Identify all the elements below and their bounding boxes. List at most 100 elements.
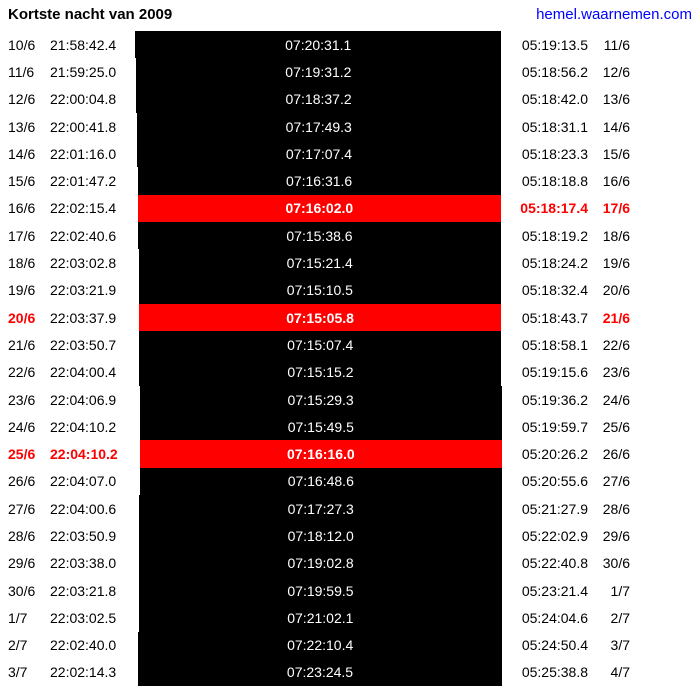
night-bar: 07:18:12.0: [139, 522, 502, 549]
sunrise-time: 05:20:26.2: [502, 440, 588, 467]
night-bar: 07:15:15.2: [139, 359, 501, 386]
sunset-time: 21:58:42.4: [50, 31, 132, 58]
duration-label: 07:15:49.5: [288, 419, 354, 435]
sunrise-time: 05:19:15.6: [502, 359, 588, 386]
sunrise-time: 05:18:17.4: [502, 195, 588, 222]
sunset-time: 22:00:41.8: [50, 113, 132, 140]
date-left: 28/6: [8, 522, 50, 549]
bar-area: 07:16:02.0: [132, 195, 502, 222]
bar-area: 07:16:48.6: [132, 468, 502, 495]
date-left: 14/6: [8, 140, 50, 167]
night-bar: 07:18:37.2: [136, 86, 501, 113]
bar-area: 07:17:49.3: [132, 113, 502, 140]
sunset-time: 22:01:47.2: [50, 167, 132, 194]
date-left: 30/6: [8, 577, 50, 604]
sunset-time: 22:03:21.8: [50, 577, 132, 604]
data-row: 29/622:03:38.007:19:02.805:22:40.830/6: [8, 550, 692, 577]
sunrise-time: 05:18:31.1: [502, 113, 588, 140]
date-left: 10/6: [8, 31, 50, 58]
duration-label: 07:21:02.1: [287, 610, 353, 626]
sunrise-time: 05:18:18.8: [502, 167, 588, 194]
date-left: 22/6: [8, 359, 50, 386]
sunset-time: 22:00:04.8: [50, 86, 132, 113]
bar-area: 07:22:10.4: [132, 632, 502, 659]
date-right: 27/6: [588, 468, 630, 495]
date-left: 24/6: [8, 413, 50, 440]
night-bar: 07:19:02.8: [139, 550, 502, 577]
site-link[interactable]: hemel.waarnemen.com: [536, 6, 692, 23]
date-right: 18/6: [588, 222, 630, 249]
sunrise-time: 05:21:27.9: [502, 495, 588, 522]
data-row: 3/722:02:14.307:23:24.505:25:38.84/7: [8, 659, 692, 686]
sunrise-time: 05:24:50.4: [502, 632, 588, 659]
data-row: 30/622:03:21.807:19:59.505:23:21.41/7: [8, 577, 692, 604]
date-left: 27/6: [8, 495, 50, 522]
sunrise-time: 05:18:56.2: [502, 58, 588, 85]
data-row: 15/622:01:47.207:16:31.605:18:18.816/6: [8, 167, 692, 194]
data-row: 1/722:03:02.507:21:02.105:24:04.62/7: [8, 604, 692, 631]
data-row: 21/622:03:50.707:15:07.405:18:58.122/6: [8, 331, 692, 358]
data-row: 20/622:03:37.907:15:05.805:18:43.721/6: [8, 304, 692, 331]
date-left: 13/6: [8, 113, 50, 140]
date-left: 12/6: [8, 86, 50, 113]
data-row: 27/622:04:00.6 07:17:27.305:21:27.928/6: [8, 495, 692, 522]
date-right: 15/6: [588, 140, 630, 167]
bar-area: 07:19:59.5: [132, 577, 502, 604]
duration-label: 07:15:29.3: [288, 392, 354, 408]
night-bar: 07:16:02.0: [138, 195, 501, 222]
bar-area: 07:18:37.2: [132, 86, 502, 113]
date-right: 1/7: [588, 577, 630, 604]
sunrise-time: 05:20:55.6: [502, 468, 588, 495]
data-row: 11/621:59:25.007:19:31.205:18:56.212/6: [8, 58, 692, 85]
date-right: 25/6: [588, 413, 630, 440]
night-bar: 07:15:38.6: [138, 222, 500, 249]
sunset-time: 22:03:37.9: [50, 304, 132, 331]
duration-label: 07:17:07.4: [286, 146, 352, 162]
date-right: 11/6: [588, 31, 630, 58]
data-row: 28/622:03:50.907:18:12.005:22:02.929/6: [8, 522, 692, 549]
sunrise-time: 05:19:13.5: [502, 31, 588, 58]
night-bar: 07:17:27.3: [139, 495, 502, 522]
bar-area: 07:16:16.0: [132, 440, 502, 467]
sunrise-time: 05:19:59.7: [502, 413, 588, 440]
bar-area: 07:15:15.2: [132, 359, 502, 386]
night-bar: 07:15:21.4: [139, 249, 501, 276]
duration-label: 07:20:31.1: [285, 37, 351, 53]
date-right: 28/6: [588, 495, 630, 522]
date-left: 21/6: [8, 331, 50, 358]
night-bar: 07:17:49.3: [137, 113, 501, 140]
date-left: 26/6: [8, 468, 50, 495]
night-bar: 07:16:48.6: [140, 468, 502, 495]
bar-area: 07:15:29.3: [132, 386, 502, 413]
duration-label: 07:18:12.0: [288, 528, 354, 544]
sunrise-time: 05:25:38.8: [502, 659, 588, 686]
bar-area: 07:15:10.5: [132, 277, 502, 304]
night-bar: 07:16:16.0: [140, 440, 502, 467]
date-left: 1/7: [8, 604, 50, 631]
data-row: 19/622:03:21.907:15:10.505:18:32.420/6: [8, 277, 692, 304]
data-row: 2/722:02:40.007:22:10.405:24:50.43/7: [8, 632, 692, 659]
sunset-time: 22:01:16.0: [50, 140, 132, 167]
sunrise-time: 05:22:02.9: [502, 522, 588, 549]
night-bar: 07:23:24.5: [138, 659, 502, 686]
bar-area: 07:21:02.1: [132, 604, 502, 631]
duration-label: 07:19:59.5: [287, 583, 353, 599]
sunrise-time: 05:18:24.2: [502, 249, 588, 276]
sunset-time: 22:02:40.0: [50, 632, 132, 659]
night-bar: 07:20:31.1: [135, 31, 501, 58]
data-row: 25/622:04:10.207:16:16.005:20:26.226/6: [8, 440, 692, 467]
sunset-time: 22:04:00.6: [50, 495, 132, 522]
sunset-time: 22:04:07.0: [50, 468, 132, 495]
sunset-time: 22:02:14.3: [50, 659, 132, 686]
sunrise-time: 05:18:19.2: [502, 222, 588, 249]
night-bar: 07:19:59.5: [139, 577, 502, 604]
duration-label: 07:17:49.3: [286, 119, 352, 135]
sunset-time: 21:59:25.0: [50, 58, 132, 85]
date-left: 2/7: [8, 632, 50, 659]
data-row: 10/621:58:42.4 07:20:31.1 05:19:13.511/6: [8, 31, 692, 58]
night-bar: 07:15:07.4: [139, 331, 501, 358]
sunrise-time: 05:19:36.2: [502, 386, 588, 413]
chart-title: Kortste nacht van 2009: [8, 6, 172, 23]
date-right: 16/6: [588, 167, 630, 194]
night-bar: 07:15:05.8: [139, 304, 501, 331]
